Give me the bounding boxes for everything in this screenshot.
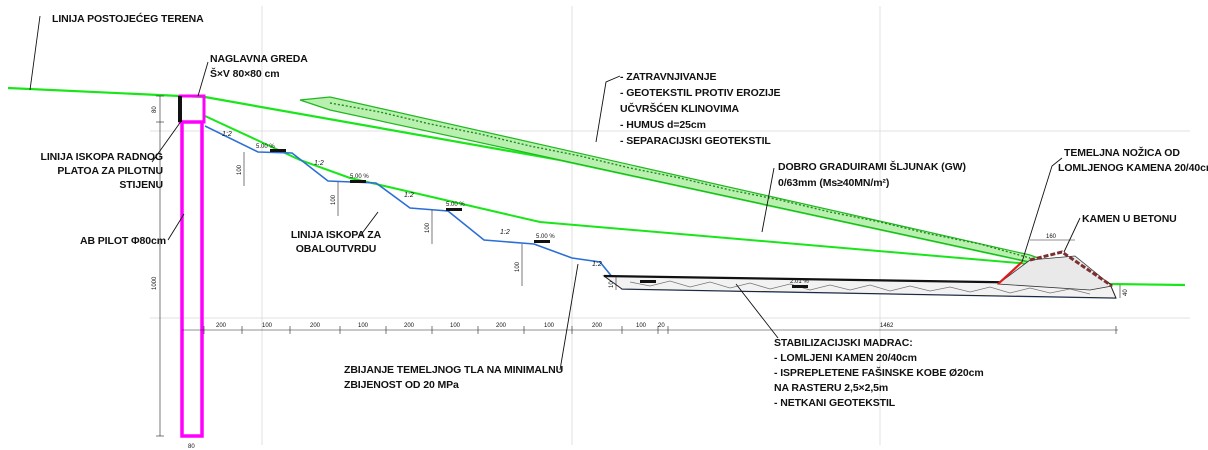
berm-grade-3: 5.00 % — [446, 202, 465, 208]
separation-line — [204, 115, 1031, 265]
berm-markers — [270, 149, 808, 288]
grass-hatching — [329, 102, 1031, 259]
toe-label-2: LOMLJENOG KAMENA 20/40cm — [1058, 162, 1208, 174]
compaction-label-1: ZBIJANJE TEMELJNOG TLA NA MINIMALNU — [344, 364, 563, 376]
dim-bottom-5: 200 — [404, 323, 415, 329]
dim-bottom-2: 100 — [262, 323, 273, 329]
stone-in-concrete — [1029, 250, 1113, 288]
berm-grade-5: 2.01 % — [790, 279, 809, 285]
slope-1: 1:2 — [222, 131, 232, 138]
mattress-label-2: - LOMLJENI KAMEN 20/40cm — [774, 352, 917, 364]
dim-pile-length: 1000 — [152, 276, 158, 290]
slope-4: 1:2 — [500, 229, 510, 236]
dim-bottom-6: 100 — [450, 323, 461, 329]
berm-grade-4: 5.00 % — [536, 234, 555, 240]
toe-label-1: TEMELJNA NOŽICA OD — [1064, 146, 1180, 159]
layers-label-1: - ZATRAVNJIVANJE — [620, 71, 717, 83]
dim-bottom-8: 100 — [544, 323, 555, 329]
dim-bottom-9: 200 — [592, 323, 603, 329]
dim-step-3: 100 — [425, 222, 431, 233]
slope-2: 1:2 — [314, 160, 324, 167]
layers-label-4: - HUMUS d=25cm — [620, 119, 706, 131]
gravel-label-2: 0/63mm (Ms≥40MN/m²) — [778, 177, 889, 189]
excavation-platform-label-2: PLATOA ZA PILOTNU — [57, 165, 163, 177]
dim-toe-height: 40 — [1123, 289, 1129, 296]
excavation-bank-label-2: OBALOUTVRDU — [296, 243, 377, 255]
mattress-texture — [629, 280, 1091, 295]
dim-toe-width: 160 — [1046, 234, 1057, 240]
compaction-label-2: ZBIJENOST OD 20 MPa — [344, 379, 459, 391]
excavation-bank-label-1: LINIJA ISKOPA ZA — [291, 229, 382, 241]
terrain-line-label: LINIJA POSTOJEĆEG TERENA — [52, 12, 204, 25]
berm-grade-2: 5.00 % — [350, 174, 369, 180]
mattress-label-3: - ISPREPLETENE FAŠINSKE KOBE Ø20cm — [774, 366, 984, 379]
berm-grade-1: 5.00 % — [256, 144, 275, 150]
toe-red-line — [997, 261, 1023, 285]
mattress-label-1: STABILIZACIJSKI MADRAC: — [774, 337, 913, 349]
dim-step-2: 100 — [331, 194, 337, 205]
dim-bottom-1: 200 — [216, 323, 227, 329]
leader-lines — [29, 15, 1081, 371]
dim-bottom-3: 200 — [310, 323, 321, 329]
dim-step-4: 100 — [515, 261, 521, 272]
dim-step-1: 100 — [237, 164, 243, 175]
left-vertical-dimension — [156, 95, 164, 437]
layers-label-2: - GEOTEKSTIL PROTIV EROZIJE — [620, 87, 781, 99]
dim-beam-height: 80 — [152, 106, 158, 113]
dim-pile-width: 80 — [188, 444, 195, 450]
bottom-dimension-line — [182, 326, 1118, 334]
layers-label-3: UČVRŠĆEN KLINOVIMA — [620, 102, 739, 115]
excavation-line — [204, 125, 1117, 299]
step-dimension-lines — [243, 152, 1121, 298]
mattress-label-4: NA RASTERU 2,5×2,5m — [774, 382, 888, 394]
excavation-platform-label-1: LINIJA ISKOPA RADNOG — [41, 151, 163, 163]
dim-bottom-7: 200 — [496, 323, 507, 329]
gravel-label-1: DOBRO GRADUIRAMI ŠLJUNAK (GW) — [778, 160, 966, 173]
stone-concrete-label: KAMEN U BETONU — [1082, 213, 1177, 225]
head-beam-title: NAGLAVNA GREDA — [210, 53, 308, 65]
ab-pile — [180, 120, 204, 438]
layers-label-5: - SEPARACIJSKI GEOTEKSTIL — [620, 135, 771, 147]
slope-3: 1:2 — [404, 192, 414, 199]
slope-5: 1:2 — [592, 261, 602, 268]
toe-rock-fill — [996, 255, 1113, 291]
dim-bottom-4: 100 — [358, 323, 369, 329]
excavation-platform-label-3: STIJENU — [119, 179, 163, 191]
head-beam-black — [178, 96, 182, 122]
pile-label: AB PILOT Φ80cm — [80, 235, 166, 247]
dim-bottom-12: 1462 — [880, 323, 894, 329]
dim-bottom-10: 100 — [636, 323, 647, 329]
head-beam-size: Š×V 80×80 cm — [210, 67, 279, 80]
mattress-label-5: - NETKANI GEOTEKSTIL — [774, 397, 896, 409]
dim-bottom-11: 20 — [658, 323, 665, 329]
dim-step-5: 10 — [609, 281, 615, 288]
head-beam — [178, 94, 206, 124]
